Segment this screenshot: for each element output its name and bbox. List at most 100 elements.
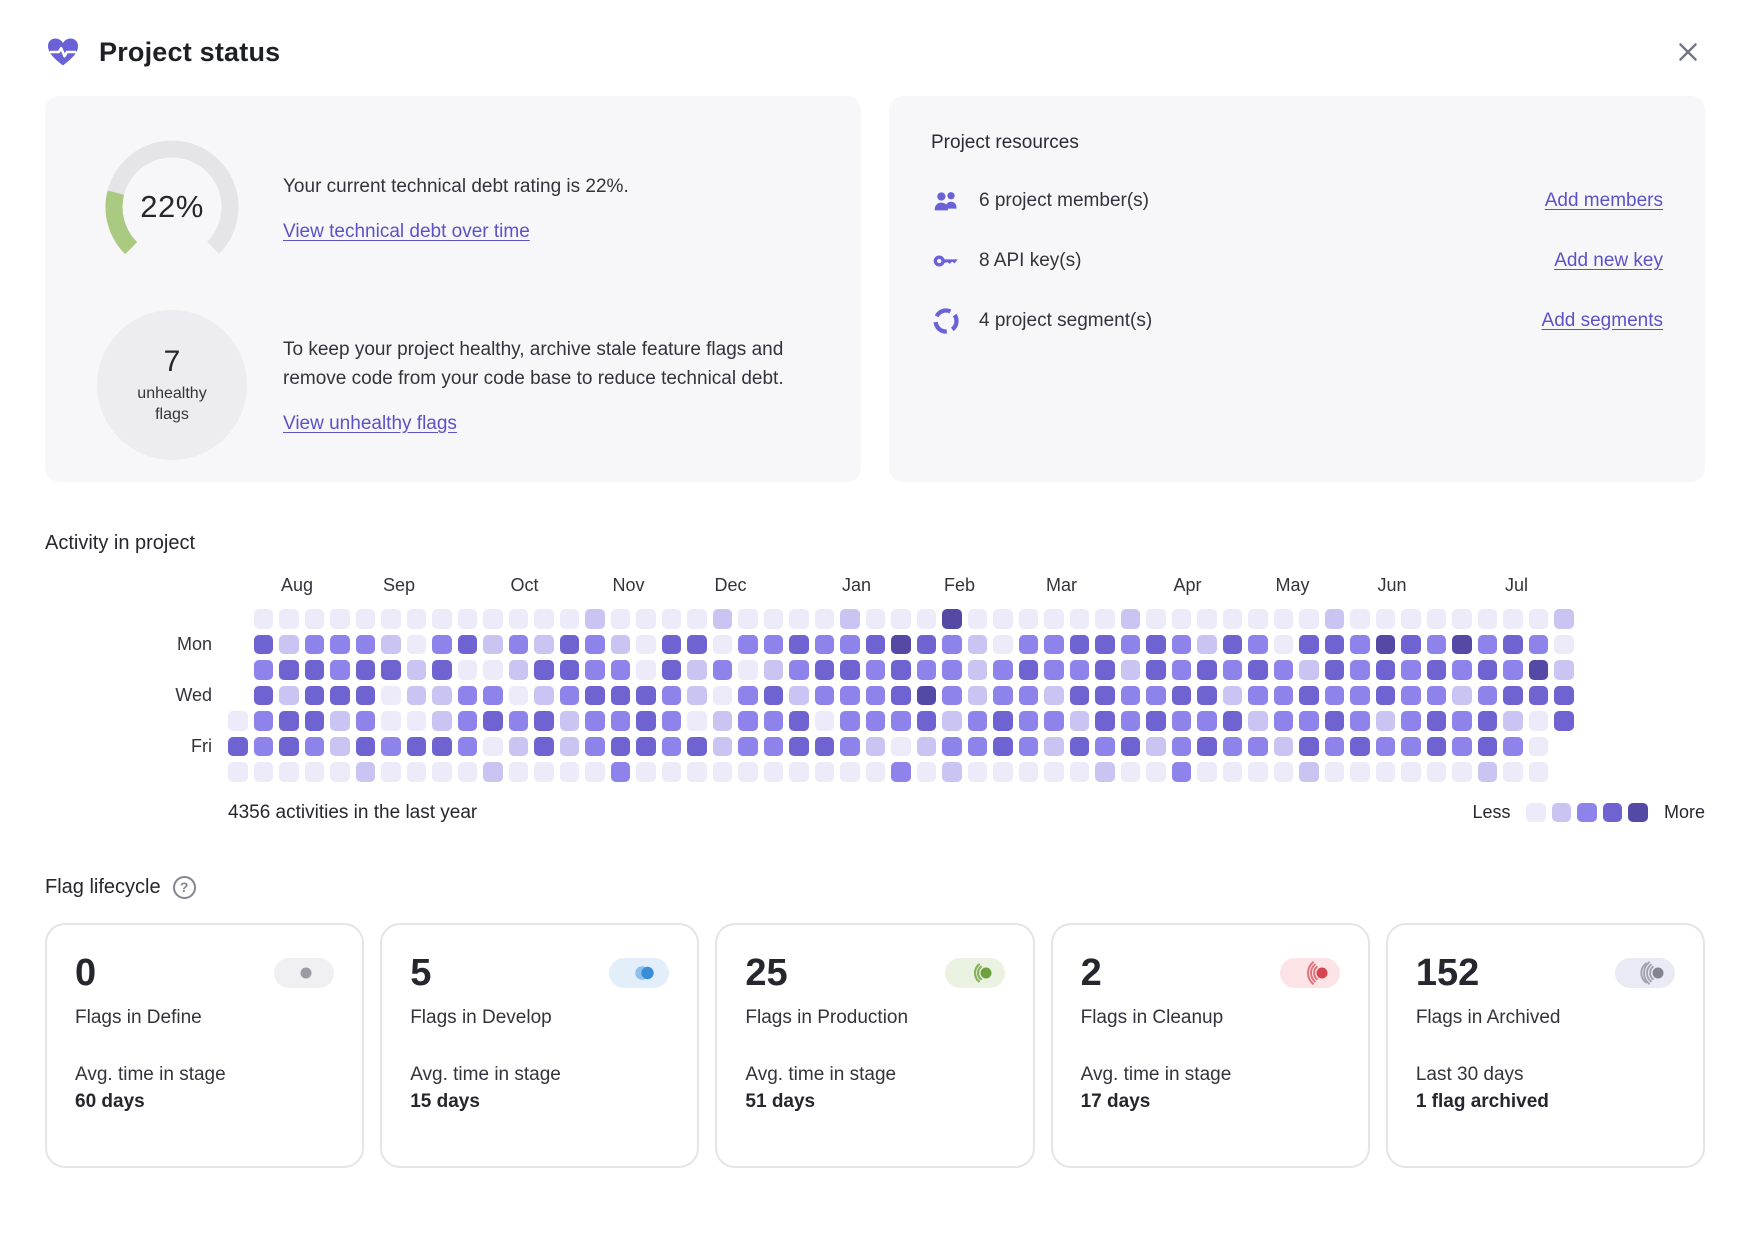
activity-cell[interactable] xyxy=(840,762,860,782)
activity-cell[interactable] xyxy=(1120,762,1140,782)
activity-cell[interactable] xyxy=(508,685,528,705)
activity-cell[interactable] xyxy=(712,736,732,756)
activity-cell[interactable] xyxy=(381,736,401,756)
activity-cell[interactable] xyxy=(942,660,962,680)
activity-cell[interactable] xyxy=(1248,762,1268,782)
activity-cell[interactable] xyxy=(1044,762,1064,782)
activity-cell[interactable] xyxy=(1324,634,1344,654)
activity-cell[interactable] xyxy=(1095,762,1115,782)
activity-cell[interactable] xyxy=(916,711,936,731)
activity-cell[interactable] xyxy=(661,736,681,756)
activity-cell[interactable] xyxy=(942,736,962,756)
activity-cell[interactable] xyxy=(279,711,299,731)
activity-cell[interactable] xyxy=(457,634,477,654)
activity-cell[interactable] xyxy=(1248,711,1268,731)
activity-cell[interactable] xyxy=(1401,711,1421,731)
activity-cell[interactable] xyxy=(1222,762,1242,782)
activity-cell[interactable] xyxy=(559,685,579,705)
activity-cell[interactable] xyxy=(610,762,630,782)
activity-cell[interactable] xyxy=(814,634,834,654)
activity-cell[interactable] xyxy=(1273,736,1293,756)
activity-cell[interactable] xyxy=(1044,736,1064,756)
activity-cell[interactable] xyxy=(763,685,783,705)
activity-cell[interactable] xyxy=(661,685,681,705)
close-button[interactable] xyxy=(1671,35,1705,69)
activity-cell[interactable] xyxy=(534,660,554,680)
activity-cell[interactable] xyxy=(993,736,1013,756)
activity-cell[interactable] xyxy=(406,609,426,629)
activity-cell[interactable] xyxy=(993,634,1013,654)
activity-cell[interactable] xyxy=(967,660,987,680)
activity-cell[interactable] xyxy=(1324,660,1344,680)
activity-cell[interactable] xyxy=(1452,634,1472,654)
activity-cell[interactable] xyxy=(304,609,324,629)
activity-cell[interactable] xyxy=(381,685,401,705)
activity-cell[interactable] xyxy=(1426,609,1446,629)
activity-cell[interactable] xyxy=(891,762,911,782)
activity-cell[interactable] xyxy=(840,660,860,680)
activity-cell[interactable] xyxy=(1197,609,1217,629)
activity-cell[interactable] xyxy=(763,711,783,731)
activity-cell[interactable] xyxy=(432,736,452,756)
activity-cell[interactable] xyxy=(1375,609,1395,629)
activity-cell[interactable] xyxy=(840,609,860,629)
activity-cell[interactable] xyxy=(687,609,707,629)
activity-cell[interactable] xyxy=(432,609,452,629)
activity-cell[interactable] xyxy=(738,660,758,680)
activity-cell[interactable] xyxy=(1273,634,1293,654)
activity-cell[interactable] xyxy=(712,660,732,680)
activity-cell[interactable] xyxy=(1146,711,1166,731)
activity-cell[interactable] xyxy=(840,685,860,705)
activity-cell[interactable] xyxy=(1044,711,1064,731)
activity-cell[interactable] xyxy=(1426,634,1446,654)
activity-cell[interactable] xyxy=(253,609,273,629)
activity-cell[interactable] xyxy=(610,609,630,629)
activity-cell[interactable] xyxy=(661,634,681,654)
activity-cell[interactable] xyxy=(865,634,885,654)
activity-cell[interactable] xyxy=(457,685,477,705)
activity-cell[interactable] xyxy=(355,736,375,756)
activity-cell[interactable] xyxy=(355,711,375,731)
activity-cell[interactable] xyxy=(1120,685,1140,705)
activity-cell[interactable] xyxy=(330,711,350,731)
activity-cell[interactable] xyxy=(1375,736,1395,756)
activity-cell[interactable] xyxy=(228,711,248,731)
activity-cell[interactable] xyxy=(1095,609,1115,629)
activity-cell[interactable] xyxy=(432,711,452,731)
activity-cell[interactable] xyxy=(534,711,554,731)
activity-cell[interactable] xyxy=(891,634,911,654)
activity-cell[interactable] xyxy=(1069,634,1089,654)
activity-cell[interactable] xyxy=(1503,736,1523,756)
activity-cell[interactable] xyxy=(891,736,911,756)
activity-cell[interactable] xyxy=(1069,736,1089,756)
activity-cell[interactable] xyxy=(1197,736,1217,756)
activity-cell[interactable] xyxy=(1299,736,1319,756)
activity-cell[interactable] xyxy=(1401,762,1421,782)
activity-cell[interactable] xyxy=(432,685,452,705)
activity-cell[interactable] xyxy=(559,711,579,731)
activity-cell[interactable] xyxy=(304,762,324,782)
activity-cell[interactable] xyxy=(559,660,579,680)
activity-cell[interactable] xyxy=(661,711,681,731)
activity-cell[interactable] xyxy=(814,685,834,705)
activity-cell[interactable] xyxy=(1018,736,1038,756)
activity-cell[interactable] xyxy=(1452,736,1472,756)
activity-cell[interactable] xyxy=(483,634,503,654)
activity-cell[interactable] xyxy=(432,660,452,680)
activity-cell[interactable] xyxy=(559,762,579,782)
activity-cell[interactable] xyxy=(1018,685,1038,705)
activity-cell[interactable] xyxy=(1171,660,1191,680)
activity-cell[interactable] xyxy=(814,660,834,680)
activity-cell[interactable] xyxy=(1452,762,1472,782)
activity-cell[interactable] xyxy=(1554,685,1574,705)
activity-cell[interactable] xyxy=(865,609,885,629)
activity-cell[interactable] xyxy=(432,762,452,782)
activity-cell[interactable] xyxy=(738,609,758,629)
activity-cell[interactable] xyxy=(789,762,809,782)
activity-cell[interactable] xyxy=(1477,634,1497,654)
activity-cell[interactable] xyxy=(763,609,783,629)
activity-cell[interactable] xyxy=(661,609,681,629)
activity-cell[interactable] xyxy=(891,609,911,629)
activity-cell[interactable] xyxy=(330,736,350,756)
activity-cell[interactable] xyxy=(304,660,324,680)
